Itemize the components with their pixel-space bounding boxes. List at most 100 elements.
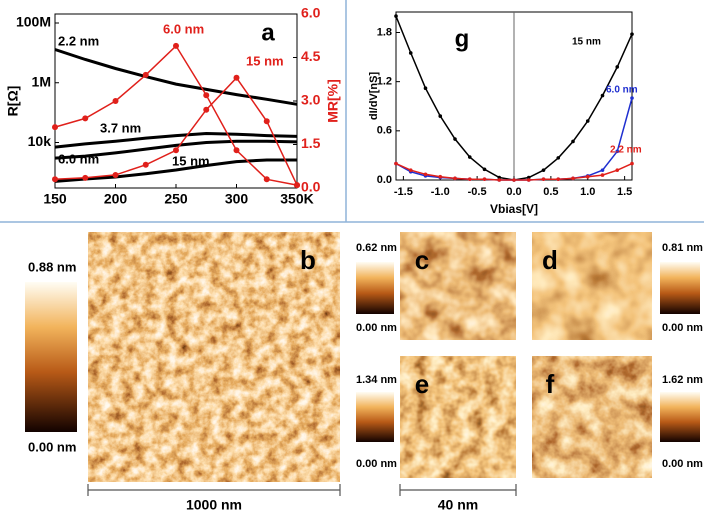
series-marker [112,98,119,104]
series-label: 6.0 nm [58,151,99,166]
series-marker [173,42,179,49]
panel-letter: c [415,245,429,275]
colorbar-max-label: 1.62 nm [662,374,703,386]
series-line [54,131,298,149]
x-tick-label: 1.0 [580,186,595,198]
series-marker [453,176,457,181]
series-marker [233,147,240,154]
afm-image [532,356,652,478]
series-marker [52,124,58,131]
colorbar-min-label: 0.00 nm [662,458,703,470]
series-marker [615,149,620,154]
colorbar [25,282,77,432]
x-tick-label: 0.5 [543,186,558,198]
colorbar-min-label: 0.00 nm [662,322,703,334]
colorbar [660,262,700,314]
y2-axis-label: MR[%] [325,79,341,123]
series-marker [541,168,546,172]
y-tick-label: 10k [28,133,52,149]
panel-letter: f [546,369,555,399]
colorbar [660,392,700,442]
colorbar-max-label: 0.88 nm [28,259,76,274]
y-tick-label: 0.6 [377,125,392,137]
series-marker [203,92,210,99]
y-tick-label: 0.0 [377,174,392,186]
scale-bar [87,484,341,496]
series-marker [142,161,149,168]
panel-letter: e [415,369,429,399]
series-marker [112,171,119,178]
series-marker [394,161,398,166]
series-label: 3.7 nm [100,120,141,135]
series-marker [541,177,546,181]
y2-tick-label: 0.0 [301,179,321,195]
y-axis-label: dI/dV[nS] [368,72,380,121]
y2-tick-label: 4.5 [301,48,321,64]
series-marker [467,177,472,181]
series-marker [556,177,561,181]
series-marker [423,86,428,91]
series-marker [142,71,149,78]
series-line [54,139,298,160]
series-marker [571,176,575,181]
y-tick-label: 100M [16,14,51,30]
series-marker [600,173,605,177]
panel-letter: b [300,245,316,275]
series-label: 2.2 nm [58,33,99,48]
series-marker [600,93,605,98]
x-axis-label: Vbias[V] [490,202,538,216]
colorbar-min-label: 0.00 nm [356,458,397,470]
series-marker [497,178,502,182]
series-marker [630,161,634,166]
afm-image [532,232,652,340]
series-marker [585,119,590,123]
panel-letter: a [261,19,275,46]
colorbar-max-label: 0.81 nm [662,242,703,254]
series-marker [600,168,605,172]
panel-letter: d [542,245,558,275]
afm-image [400,356,516,478]
y2-tick-label: 1.5 [301,135,321,151]
series-marker [394,14,398,18]
x-tick-label: 0.0 [506,186,521,198]
series-marker [82,174,89,181]
afm-image [88,232,340,482]
x-tick-label: -0.5 [468,186,487,198]
series-marker [482,177,487,181]
series-marker [82,115,89,122]
colorbar-min-label: 0.00 nm [28,439,76,454]
colorbar-min-label: 0.00 nm [356,322,397,334]
y-axis-label: R[Ω] [5,86,21,117]
series-label: 15 nm [246,53,284,68]
series-label: 6.0 nm [606,85,638,96]
series-marker [615,65,620,69]
colorbar [356,392,394,442]
series-marker [512,178,516,182]
colorbar-max-label: 1.34 nm [356,374,397,386]
colorbar [356,262,394,314]
x-tick-label: 300 [225,191,249,207]
panel-letter: g [455,25,470,52]
series-marker [52,176,58,183]
series-marker [630,32,634,36]
x-tick-label: -1.0 [431,186,450,198]
series-marker [585,174,590,179]
series-marker [482,167,487,172]
x-tick-label: 1.5 [617,186,632,198]
series-marker [615,168,620,172]
series-marker [467,155,472,159]
series-marker [233,74,240,81]
y-tick-label: 1.8 [377,26,392,38]
y2-tick-label: 3.0 [301,92,321,108]
series-line [54,48,298,106]
series-marker [408,168,413,172]
series-marker [173,147,179,154]
scale-bar [399,484,517,496]
x-tick-label: -1.5 [394,186,413,198]
x-tick-label: 200 [104,191,128,207]
series-marker [263,118,270,125]
x-tick-label: 350K [280,191,313,207]
series-label: 2.2 nm [610,145,642,156]
series-marker [203,106,210,113]
series-marker [438,114,443,118]
